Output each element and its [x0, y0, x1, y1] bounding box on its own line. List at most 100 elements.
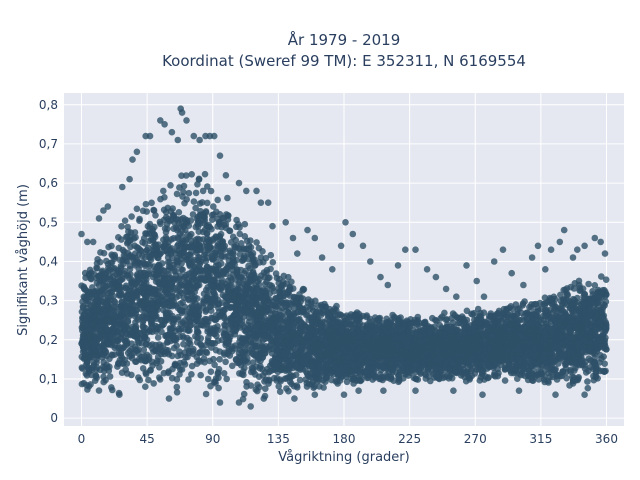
data-point: [477, 309, 484, 317]
data-point: [185, 189, 193, 197]
data-point: [202, 209, 210, 216]
data-point: [145, 376, 152, 384]
data-point: [173, 190, 181, 198]
data-point: [164, 338, 171, 346]
data-point: [147, 366, 154, 374]
data-point: [358, 376, 365, 384]
data-point: [126, 265, 134, 273]
data-point: [224, 194, 231, 202]
data-point: [158, 328, 165, 336]
data-point: [318, 303, 326, 311]
data-point: [586, 348, 593, 355]
data-point: [131, 262, 139, 269]
data-point: [242, 357, 250, 365]
data-point: [550, 293, 558, 301]
data-point: [598, 355, 605, 362]
data-point: [191, 288, 198, 296]
data-point: [240, 390, 248, 398]
data-point: [602, 276, 610, 284]
data-point: [128, 371, 135, 379]
data-point: [247, 237, 254, 244]
data-point: [283, 280, 291, 287]
data-point: [463, 307, 471, 315]
data-point: [150, 380, 157, 387]
data-point: [136, 215, 143, 223]
data-point: [236, 230, 244, 238]
data-point: [210, 203, 217, 210]
data-point: [501, 366, 509, 373]
data-point: [196, 254, 203, 261]
data-point: [276, 388, 284, 396]
data-point: [188, 362, 196, 370]
data-point: [105, 243, 112, 251]
data-point: [216, 356, 223, 363]
data-point: [222, 358, 229, 366]
data-point: [594, 375, 601, 382]
data-point: [276, 275, 283, 283]
data-point: [160, 187, 167, 195]
data-point: [106, 373, 114, 380]
data-point: [446, 373, 454, 380]
data-point: [118, 360, 126, 367]
data-point: [93, 374, 100, 382]
data-point: [562, 369, 570, 376]
data-point: [255, 244, 263, 252]
data-point: [177, 272, 184, 279]
data-point: [241, 220, 249, 228]
data-point: [140, 334, 148, 342]
data-point: [207, 187, 215, 195]
data-point: [378, 373, 385, 381]
data-point: [173, 389, 181, 396]
data-point: [571, 367, 578, 374]
data-point: [468, 367, 476, 375]
data-point: [142, 383, 149, 391]
data-point: [519, 324, 527, 332]
data-point: [432, 316, 439, 324]
data-point: [412, 375, 420, 383]
data-point: [168, 352, 176, 360]
data-point: [95, 387, 103, 394]
data-point: [81, 285, 88, 293]
data-point: [252, 261, 259, 269]
data-point: [176, 348, 183, 355]
data-point: [563, 374, 570, 382]
data-point: [178, 266, 185, 273]
data-point: [584, 384, 592, 392]
data-point: [229, 362, 236, 370]
data-point: [215, 304, 222, 312]
data-point: [180, 340, 187, 348]
data-point: [180, 182, 188, 190]
data-point: [521, 298, 528, 305]
data-point: [535, 371, 542, 378]
data-point: [270, 374, 278, 382]
data-point: [317, 362, 324, 370]
data-point: [176, 327, 183, 335]
data-point: [584, 378, 591, 385]
data-point: [238, 318, 246, 325]
chart-title-line-2: Koordinat (Sweref 99 TM): E 352311, N 61…: [162, 52, 526, 70]
data-point: [562, 310, 569, 318]
data-point: [97, 249, 104, 256]
data-point: [139, 318, 147, 326]
data-point: [274, 347, 282, 355]
data-point: [128, 213, 135, 220]
chart-title-line-1: År 1979 - 2019: [288, 30, 401, 49]
data-point: [531, 301, 538, 308]
data-point: [127, 243, 134, 251]
data-point: [191, 241, 199, 248]
data-point: [267, 251, 275, 259]
data-point: [173, 376, 181, 383]
data-point: [541, 306, 549, 314]
data-point: [188, 371, 195, 378]
data-point: [355, 325, 362, 332]
data-point: [223, 375, 230, 383]
data-point: [194, 334, 201, 342]
data-point: [570, 285, 578, 292]
data-point: [179, 332, 187, 340]
data-point: [140, 346, 148, 354]
data-point: [253, 239, 260, 246]
data-point: [272, 310, 280, 318]
data-point: [141, 240, 149, 247]
data-point: [201, 170, 209, 178]
data-point: [176, 230, 184, 238]
